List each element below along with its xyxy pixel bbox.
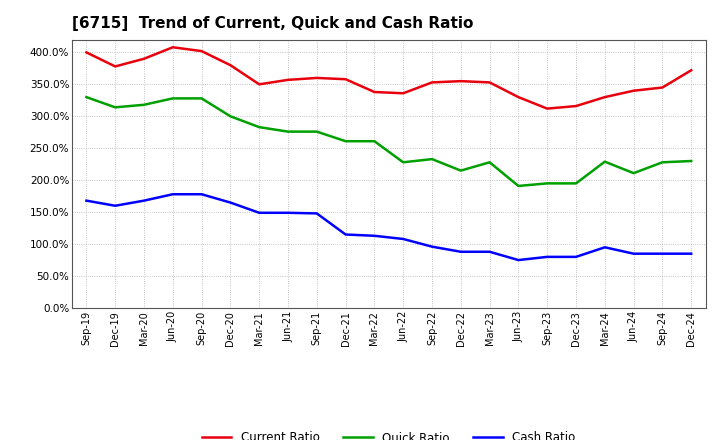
Cash Ratio bbox=[687, 251, 696, 257]
Current Ratio bbox=[456, 78, 465, 84]
Text: [6715]  Trend of Current, Quick and Cash Ratio: [6715] Trend of Current, Quick and Cash … bbox=[72, 16, 473, 32]
Quick Ratio bbox=[168, 96, 177, 101]
Cash Ratio bbox=[226, 200, 235, 205]
Cash Ratio bbox=[140, 198, 148, 203]
Cash Ratio bbox=[168, 191, 177, 197]
Cash Ratio bbox=[370, 233, 379, 238]
Quick Ratio bbox=[226, 114, 235, 119]
Quick Ratio bbox=[312, 129, 321, 134]
Cash Ratio bbox=[629, 251, 638, 257]
Cash Ratio bbox=[399, 236, 408, 242]
Cash Ratio bbox=[572, 254, 580, 260]
Quick Ratio bbox=[140, 102, 148, 107]
Quick Ratio bbox=[370, 139, 379, 144]
Current Ratio bbox=[572, 103, 580, 109]
Cash Ratio bbox=[197, 191, 206, 197]
Current Ratio bbox=[255, 82, 264, 87]
Current Ratio bbox=[111, 64, 120, 69]
Line: Cash Ratio: Cash Ratio bbox=[86, 194, 691, 260]
Quick Ratio bbox=[111, 105, 120, 110]
Cash Ratio bbox=[111, 203, 120, 209]
Cash Ratio bbox=[428, 244, 436, 249]
Current Ratio bbox=[600, 95, 609, 100]
Quick Ratio bbox=[600, 159, 609, 164]
Cash Ratio bbox=[456, 249, 465, 254]
Quick Ratio bbox=[197, 96, 206, 101]
Current Ratio bbox=[687, 68, 696, 73]
Quick Ratio bbox=[543, 181, 552, 186]
Quick Ratio bbox=[456, 168, 465, 173]
Current Ratio bbox=[485, 80, 494, 85]
Quick Ratio bbox=[399, 160, 408, 165]
Current Ratio bbox=[140, 56, 148, 62]
Quick Ratio bbox=[428, 157, 436, 162]
Current Ratio bbox=[82, 50, 91, 55]
Cash Ratio bbox=[82, 198, 91, 203]
Current Ratio bbox=[284, 77, 292, 82]
Current Ratio bbox=[168, 44, 177, 50]
Current Ratio bbox=[197, 48, 206, 54]
Cash Ratio bbox=[514, 257, 523, 263]
Current Ratio bbox=[629, 88, 638, 93]
Quick Ratio bbox=[629, 171, 638, 176]
Quick Ratio bbox=[658, 160, 667, 165]
Current Ratio bbox=[370, 89, 379, 95]
Cash Ratio bbox=[284, 210, 292, 216]
Current Ratio bbox=[428, 80, 436, 85]
Cash Ratio bbox=[485, 249, 494, 254]
Cash Ratio bbox=[312, 211, 321, 216]
Quick Ratio bbox=[687, 158, 696, 164]
Quick Ratio bbox=[514, 183, 523, 189]
Current Ratio bbox=[341, 77, 350, 82]
Quick Ratio bbox=[255, 125, 264, 130]
Quick Ratio bbox=[284, 129, 292, 134]
Current Ratio bbox=[312, 75, 321, 81]
Cash Ratio bbox=[600, 245, 609, 250]
Current Ratio bbox=[543, 106, 552, 111]
Legend: Current Ratio, Quick Ratio, Cash Ratio: Current Ratio, Quick Ratio, Cash Ratio bbox=[197, 427, 580, 440]
Cash Ratio bbox=[341, 232, 350, 237]
Cash Ratio bbox=[255, 210, 264, 216]
Quick Ratio bbox=[572, 181, 580, 186]
Current Ratio bbox=[658, 85, 667, 90]
Current Ratio bbox=[514, 95, 523, 100]
Line: Quick Ratio: Quick Ratio bbox=[86, 97, 691, 186]
Cash Ratio bbox=[543, 254, 552, 260]
Quick Ratio bbox=[485, 160, 494, 165]
Current Ratio bbox=[226, 62, 235, 68]
Line: Current Ratio: Current Ratio bbox=[86, 47, 691, 109]
Quick Ratio bbox=[341, 139, 350, 144]
Quick Ratio bbox=[82, 95, 91, 100]
Cash Ratio bbox=[658, 251, 667, 257]
Current Ratio bbox=[399, 91, 408, 96]
